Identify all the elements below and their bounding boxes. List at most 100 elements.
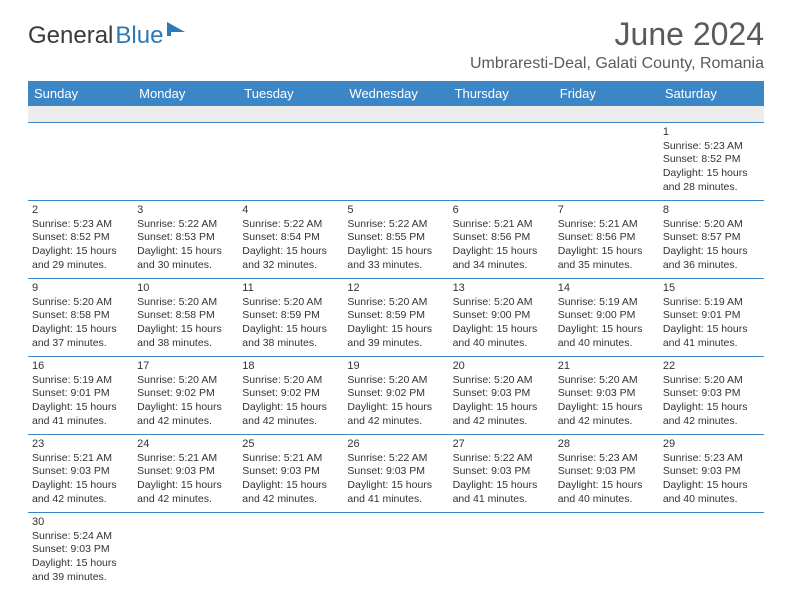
day-number: 16 [32, 359, 129, 373]
daylight-text-1: Daylight: 15 hours [453, 479, 550, 493]
sunrise-text: Sunrise: 5:20 AM [453, 374, 550, 388]
daylight-text-1: Daylight: 15 hours [137, 401, 234, 415]
sunset-text: Sunset: 9:03 PM [32, 465, 129, 479]
calendar-cell: 14Sunrise: 5:19 AMSunset: 9:00 PMDayligh… [554, 278, 659, 356]
sunset-text: Sunset: 9:03 PM [137, 465, 234, 479]
calendar-cell [133, 122, 238, 200]
daylight-text-1: Daylight: 15 hours [663, 323, 760, 337]
sunset-text: Sunset: 9:02 PM [347, 387, 444, 401]
calendar-cell [343, 512, 448, 590]
daylight-text-1: Daylight: 15 hours [32, 401, 129, 415]
calendar-cell: 15Sunrise: 5:19 AMSunset: 9:01 PMDayligh… [659, 278, 764, 356]
sunset-text: Sunset: 9:03 PM [558, 465, 655, 479]
calendar-cell [449, 512, 554, 590]
calendar-cell [238, 512, 343, 590]
day-number: 6 [453, 203, 550, 217]
day-number: 17 [137, 359, 234, 373]
sunrise-text: Sunrise: 5:21 AM [137, 452, 234, 466]
daylight-text-2: and 39 minutes. [32, 571, 129, 585]
sunset-text: Sunset: 9:03 PM [453, 387, 550, 401]
daylight-text-1: Daylight: 15 hours [32, 245, 129, 259]
sunrise-text: Sunrise: 5:22 AM [347, 218, 444, 232]
day-number: 21 [558, 359, 655, 373]
day-number: 29 [663, 437, 760, 451]
calendar-cell: 24Sunrise: 5:21 AMSunset: 9:03 PMDayligh… [133, 434, 238, 512]
logo-text-1: General [28, 22, 113, 50]
calendar-cell: 6Sunrise: 5:21 AMSunset: 8:56 PMDaylight… [449, 200, 554, 278]
daylight-text-1: Daylight: 15 hours [242, 245, 339, 259]
logo: GeneralBlue [28, 16, 189, 50]
calendar-cell [28, 122, 133, 200]
calendar-cell: 7Sunrise: 5:21 AMSunset: 8:56 PMDaylight… [554, 200, 659, 278]
sunrise-text: Sunrise: 5:19 AM [558, 296, 655, 310]
day-number: 27 [453, 437, 550, 451]
calendar-cell: 22Sunrise: 5:20 AMSunset: 9:03 PMDayligh… [659, 356, 764, 434]
calendar-table: Sunday Monday Tuesday Wednesday Thursday… [28, 81, 764, 590]
daylight-text-1: Daylight: 15 hours [32, 323, 129, 337]
day-number: 26 [347, 437, 444, 451]
sunset-text: Sunset: 9:03 PM [453, 465, 550, 479]
logo-text-2: Blue [115, 22, 163, 50]
daylight-text-1: Daylight: 15 hours [453, 245, 550, 259]
sunrise-text: Sunrise: 5:19 AM [32, 374, 129, 388]
sunset-text: Sunset: 9:03 PM [242, 465, 339, 479]
daylight-text-1: Daylight: 15 hours [558, 479, 655, 493]
day-number: 23 [32, 437, 129, 451]
calendar-cell: 9Sunrise: 5:20 AMSunset: 8:58 PMDaylight… [28, 278, 133, 356]
calendar-cell: 28Sunrise: 5:23 AMSunset: 9:03 PMDayligh… [554, 434, 659, 512]
calendar-cell: 25Sunrise: 5:21 AMSunset: 9:03 PMDayligh… [238, 434, 343, 512]
sunset-text: Sunset: 9:03 PM [663, 387, 760, 401]
calendar-row: 16Sunrise: 5:19 AMSunset: 9:01 PMDayligh… [28, 356, 764, 434]
daylight-text-2: and 36 minutes. [663, 259, 760, 273]
daylight-text-1: Daylight: 15 hours [558, 401, 655, 415]
daylight-text-1: Daylight: 15 hours [137, 479, 234, 493]
title-block: June 2024 Umbraresti-Deal, Galati County… [470, 16, 764, 73]
day-number: 19 [347, 359, 444, 373]
weekday-header: Tuesday [238, 81, 343, 106]
daylight-text-2: and 42 minutes. [558, 415, 655, 429]
weekday-header: Friday [554, 81, 659, 106]
daylight-text-2: and 40 minutes. [453, 337, 550, 351]
calendar-cell: 17Sunrise: 5:20 AMSunset: 9:02 PMDayligh… [133, 356, 238, 434]
calendar-cell [238, 122, 343, 200]
sunrise-text: Sunrise: 5:20 AM [32, 296, 129, 310]
sunrise-text: Sunrise: 5:20 AM [558, 374, 655, 388]
weekday-header: Wednesday [343, 81, 448, 106]
logo-flag-icon [167, 22, 189, 40]
daylight-text-1: Daylight: 15 hours [558, 323, 655, 337]
day-number: 5 [347, 203, 444, 217]
calendar-cell [554, 512, 659, 590]
sunrise-text: Sunrise: 5:21 AM [558, 218, 655, 232]
daylight-text-2: and 40 minutes. [558, 493, 655, 507]
sunset-text: Sunset: 8:59 PM [242, 309, 339, 323]
day-number: 20 [453, 359, 550, 373]
sunset-text: Sunset: 9:00 PM [453, 309, 550, 323]
daylight-text-2: and 30 minutes. [137, 259, 234, 273]
day-number: 7 [558, 203, 655, 217]
daylight-text-2: and 42 minutes. [242, 493, 339, 507]
sunset-text: Sunset: 9:02 PM [242, 387, 339, 401]
day-number: 22 [663, 359, 760, 373]
daylight-text-2: and 35 minutes. [558, 259, 655, 273]
header: GeneralBlue June 2024 Umbraresti-Deal, G… [28, 16, 764, 73]
daylight-text-2: and 33 minutes. [347, 259, 444, 273]
sunrise-text: Sunrise: 5:20 AM [137, 296, 234, 310]
calendar-row: 23Sunrise: 5:21 AMSunset: 9:03 PMDayligh… [28, 434, 764, 512]
daylight-text-2: and 29 minutes. [32, 259, 129, 273]
sunset-text: Sunset: 9:03 PM [32, 543, 129, 557]
sunrise-text: Sunrise: 5:21 AM [32, 452, 129, 466]
sunset-text: Sunset: 8:54 PM [242, 231, 339, 245]
sunset-text: Sunset: 8:57 PM [663, 231, 760, 245]
day-number: 13 [453, 281, 550, 295]
daylight-text-2: and 28 minutes. [663, 181, 760, 195]
sunrise-text: Sunrise: 5:20 AM [242, 374, 339, 388]
daylight-text-1: Daylight: 15 hours [347, 323, 444, 337]
calendar-row: 9Sunrise: 5:20 AMSunset: 8:58 PMDaylight… [28, 278, 764, 356]
sunrise-text: Sunrise: 5:22 AM [347, 452, 444, 466]
sunrise-text: Sunrise: 5:23 AM [32, 218, 129, 232]
calendar-cell: 21Sunrise: 5:20 AMSunset: 9:03 PMDayligh… [554, 356, 659, 434]
sunrise-text: Sunrise: 5:21 AM [453, 218, 550, 232]
day-number: 14 [558, 281, 655, 295]
day-number: 30 [32, 515, 129, 529]
day-number: 25 [242, 437, 339, 451]
